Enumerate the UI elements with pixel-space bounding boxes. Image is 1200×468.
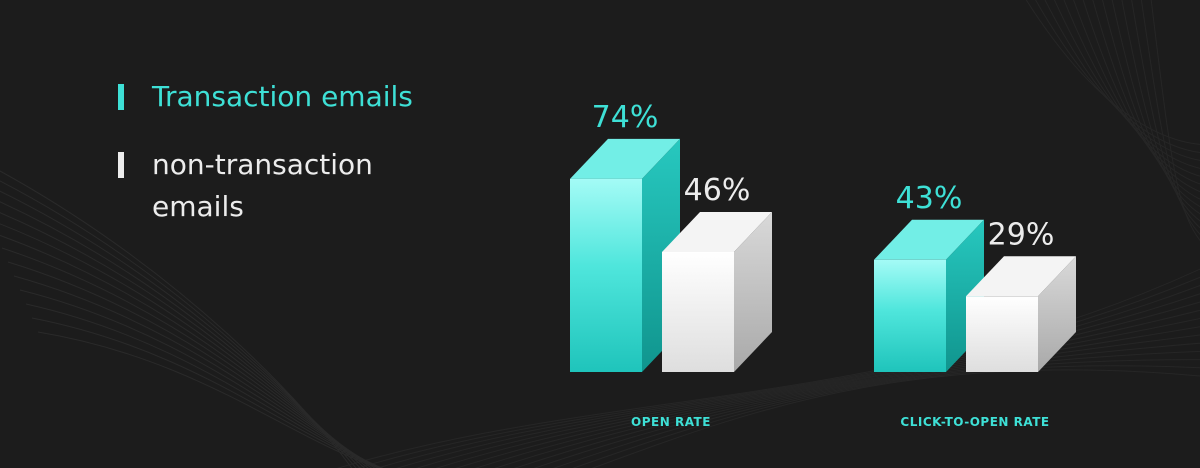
bar-front-face [966,296,1038,372]
background-curve [13,275,383,468]
background-curve [1063,0,1200,177]
bar-top-face [874,219,984,260]
background-curve [1102,0,1200,207]
bar-front-face [570,178,642,372]
data-label: 74% [592,100,659,135]
background-curve [0,212,369,468]
background-curve [25,303,384,468]
background-curve [0,201,366,468]
background-curve [1054,0,1200,169]
bar-front-face [874,259,946,372]
background-curve [415,301,1200,468]
background-curve [1121,0,1200,222]
background-curve [1073,0,1200,185]
category-label: OPEN RATE [631,415,711,429]
bar-non-transaction-click-to-open-rate: 29% [966,217,1076,372]
bar-top-face [662,211,772,252]
background-curve [1140,0,1200,235]
legend-label-non-transaction: non-transaction emails [152,148,373,223]
data-label: 46% [684,173,751,208]
background-curve [1131,0,1200,229]
background-curve [19,289,384,468]
background-curve [435,309,1200,468]
bar-side-face [734,211,772,372]
legend-marker-non-transaction [118,152,124,178]
background-curve [376,285,1200,468]
background-curve [474,326,1200,468]
background-curve [572,365,1200,468]
background-curve [1044,0,1200,161]
background-curve [591,369,1200,468]
background-curve [1025,0,1200,145]
bar-front-face [662,251,734,372]
category-label: CLICK-TO-OPEN RATE [900,415,1049,429]
bar-top-face [570,138,680,179]
background-curve [455,318,1200,468]
background-curve [1082,0,1200,193]
background-curve [1035,0,1200,153]
background-curve [552,359,1200,468]
legend: Transaction emails non-transaction email… [118,76,438,228]
legend-marker-transaction [118,84,124,110]
background-curve [513,342,1200,468]
data-label: 43% [896,181,963,216]
background-curve [494,334,1200,468]
bar-side-face [1038,256,1076,372]
bars-layer: 74% 46% OPEN RATE 43% 29% CLICK-TO-OPEN RATE [570,100,1076,429]
background-curve [0,170,353,468]
background-curve [0,223,373,468]
legend-item-transaction: Transaction emails [118,76,438,118]
background-curve [37,331,382,468]
bar-top-face [966,256,1076,297]
data-label: 29% [988,217,1055,252]
background-curve [31,317,384,468]
background-curve [336,268,1200,468]
bar-non-transaction-open-rate: 46% [662,173,772,372]
legend-label-transaction: Transaction emails [152,80,413,113]
legend-item-non-transaction: non-transaction emails [118,144,438,228]
background-curve [533,350,1200,468]
background-curve [396,293,1200,468]
background-curve [356,276,1200,468]
background-curve [1150,0,1200,242]
